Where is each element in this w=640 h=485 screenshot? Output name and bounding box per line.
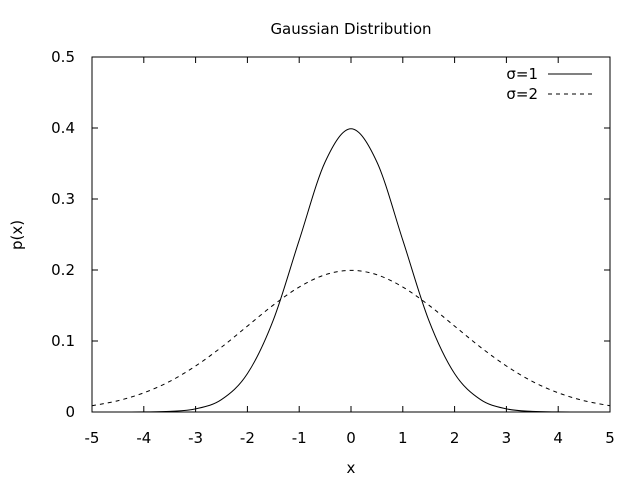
x-tick-label: 0	[346, 429, 356, 447]
x-tick-label: 1	[398, 429, 408, 447]
x-tick-label: -2	[240, 429, 255, 447]
y-tick-label: 0.3	[51, 190, 75, 208]
x-axis-label: x	[347, 459, 356, 477]
y-tick-label: 0	[65, 403, 75, 421]
x-tick-label: -1	[292, 429, 307, 447]
x-tick-label: -3	[188, 429, 203, 447]
y-tick-label: 0.2	[51, 261, 75, 279]
legend: σ=1σ=2	[506, 65, 592, 103]
x-tick-label: 2	[450, 429, 460, 447]
x-tick-label: 5	[605, 429, 615, 447]
x-tick-label: -4	[136, 429, 151, 447]
y-axis: 0 0.1 0.2 0.3 0.4 0.5	[51, 48, 610, 421]
x-tick-label: 3	[502, 429, 512, 447]
series-layer	[91, 128, 611, 413]
series-line-1	[91, 128, 611, 413]
y-tick-label: 0.1	[51, 332, 75, 350]
x-axis: -5 -4 -3 -2 -1 0 1 2 3 4 5	[85, 57, 615, 447]
x-tick-label: 4	[553, 429, 563, 447]
y-tick-label: 0.5	[51, 48, 75, 66]
y-axis-label: p(x)	[8, 220, 26, 250]
plot-frame	[91, 56, 611, 413]
series-line-2	[91, 269, 611, 407]
y-tick-label: 0.4	[51, 119, 75, 137]
legend-label: σ=2	[506, 85, 538, 103]
x-tick-label: -5	[85, 429, 100, 447]
chart-title: Gaussian Distribution	[270, 20, 431, 38]
legend-label: σ=1	[506, 65, 538, 83]
